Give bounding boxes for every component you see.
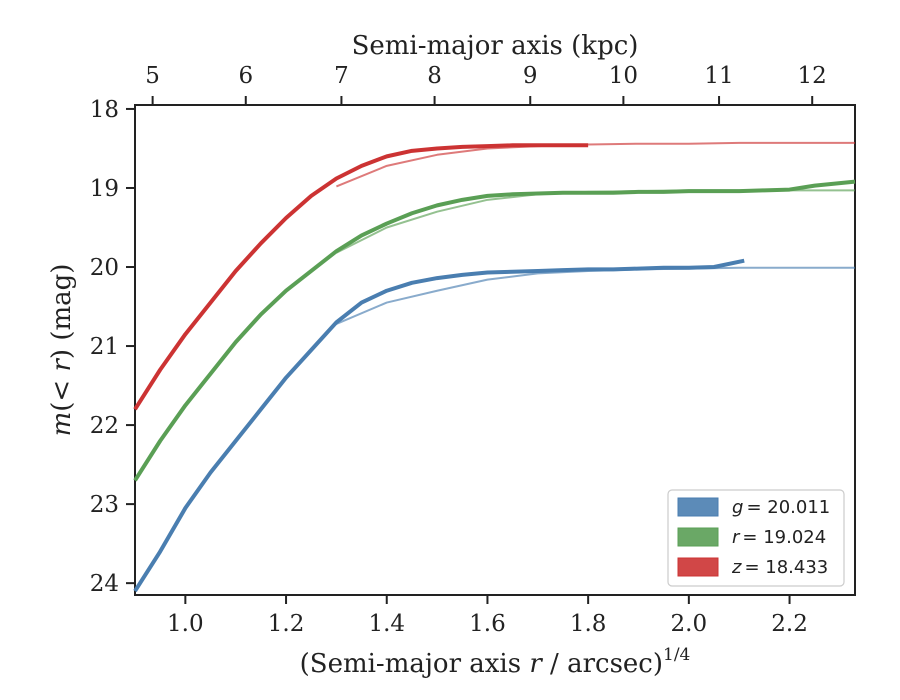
legend-label-z: z = 18.433 [731, 557, 828, 578]
model-layer [335, 141, 855, 325]
series-line-r [133, 179, 856, 482]
y-axis-title-var: r [47, 358, 77, 372]
top-tick-label: 10 [609, 63, 638, 89]
legend-var-g: g [732, 497, 743, 518]
x-tick-label: 2.2 [771, 611, 808, 637]
legend-value-g: = 20.011 [746, 497, 830, 518]
x-tick-label: 1.8 [570, 611, 607, 637]
y-tick-label: 23 [90, 492, 119, 518]
top-tick-label: 9 [523, 63, 538, 89]
legend-swatch-g [677, 497, 719, 517]
x-tick-label: 1.2 [268, 611, 305, 637]
legend-var-z: z [731, 557, 742, 578]
top-tick-label: 7 [334, 63, 349, 89]
plot-area [133, 104, 856, 596]
top-tick-label: 12 [798, 63, 827, 89]
x-tick-label: 1.0 [167, 611, 204, 637]
legend-value-z: = 18.433 [744, 557, 828, 578]
top-tick-label: 5 [145, 63, 160, 89]
legend-swatch-z [677, 557, 719, 577]
legend-label-g: g = 20.011 [732, 497, 830, 518]
y-axis-title: m(< r) (mag) [47, 264, 77, 437]
x-axis: 1.0 1.2 1.4 1.6 1.8 2.0 2.2 [167, 595, 808, 637]
top-tick-label: 6 [238, 63, 253, 89]
y-axis-title-mid: (< [47, 372, 77, 412]
plot-frame [134, 104, 856, 596]
model-line-z [336, 141, 855, 188]
x-axis-title-var: r [529, 649, 543, 679]
y-tick-label: 20 [90, 255, 119, 281]
y-axis-title-m: m [47, 412, 77, 437]
x-axis-title-exponent: 1/4 [663, 645, 690, 665]
y-tick-label: 21 [90, 334, 119, 360]
legend-value-r: = 19.024 [742, 527, 826, 548]
y-tick-label: 24 [90, 571, 119, 597]
top-tick-label: 8 [427, 63, 442, 89]
top-x-axis: 5 6 7 8 9 10 11 12 [145, 63, 827, 105]
model-line-r [335, 189, 855, 254]
series-line-z [133, 143, 589, 411]
x-axis-title-suffix: / arcsec) [542, 649, 663, 679]
y-axis: 18 19 20 21 22 23 24 [90, 97, 135, 597]
legend-var-r: r [732, 527, 741, 548]
legend-swatch-r [677, 527, 719, 547]
y-tick-label: 19 [90, 176, 119, 202]
top-tick-label: 11 [704, 63, 733, 89]
x-axis-title: (Semi-major axis r / arcsec)1/4 [300, 645, 691, 679]
x-tick-label: 1.6 [469, 611, 506, 637]
top-axis-title: Semi-major axis (kpc) [352, 31, 639, 61]
y-tick-label: 18 [90, 97, 119, 123]
y-tick-label: 22 [90, 413, 119, 439]
x-axis-title-prefix: (Semi-major axis [300, 649, 530, 679]
model-line-g [336, 266, 855, 325]
x-tick-label: 2.0 [671, 611, 708, 637]
y-axis-title-suffix: ) (mag) [47, 264, 77, 360]
x-tick-label: 1.4 [368, 611, 405, 637]
series-line-g [133, 258, 745, 593]
legend-label-r: r = 19.024 [732, 527, 826, 548]
